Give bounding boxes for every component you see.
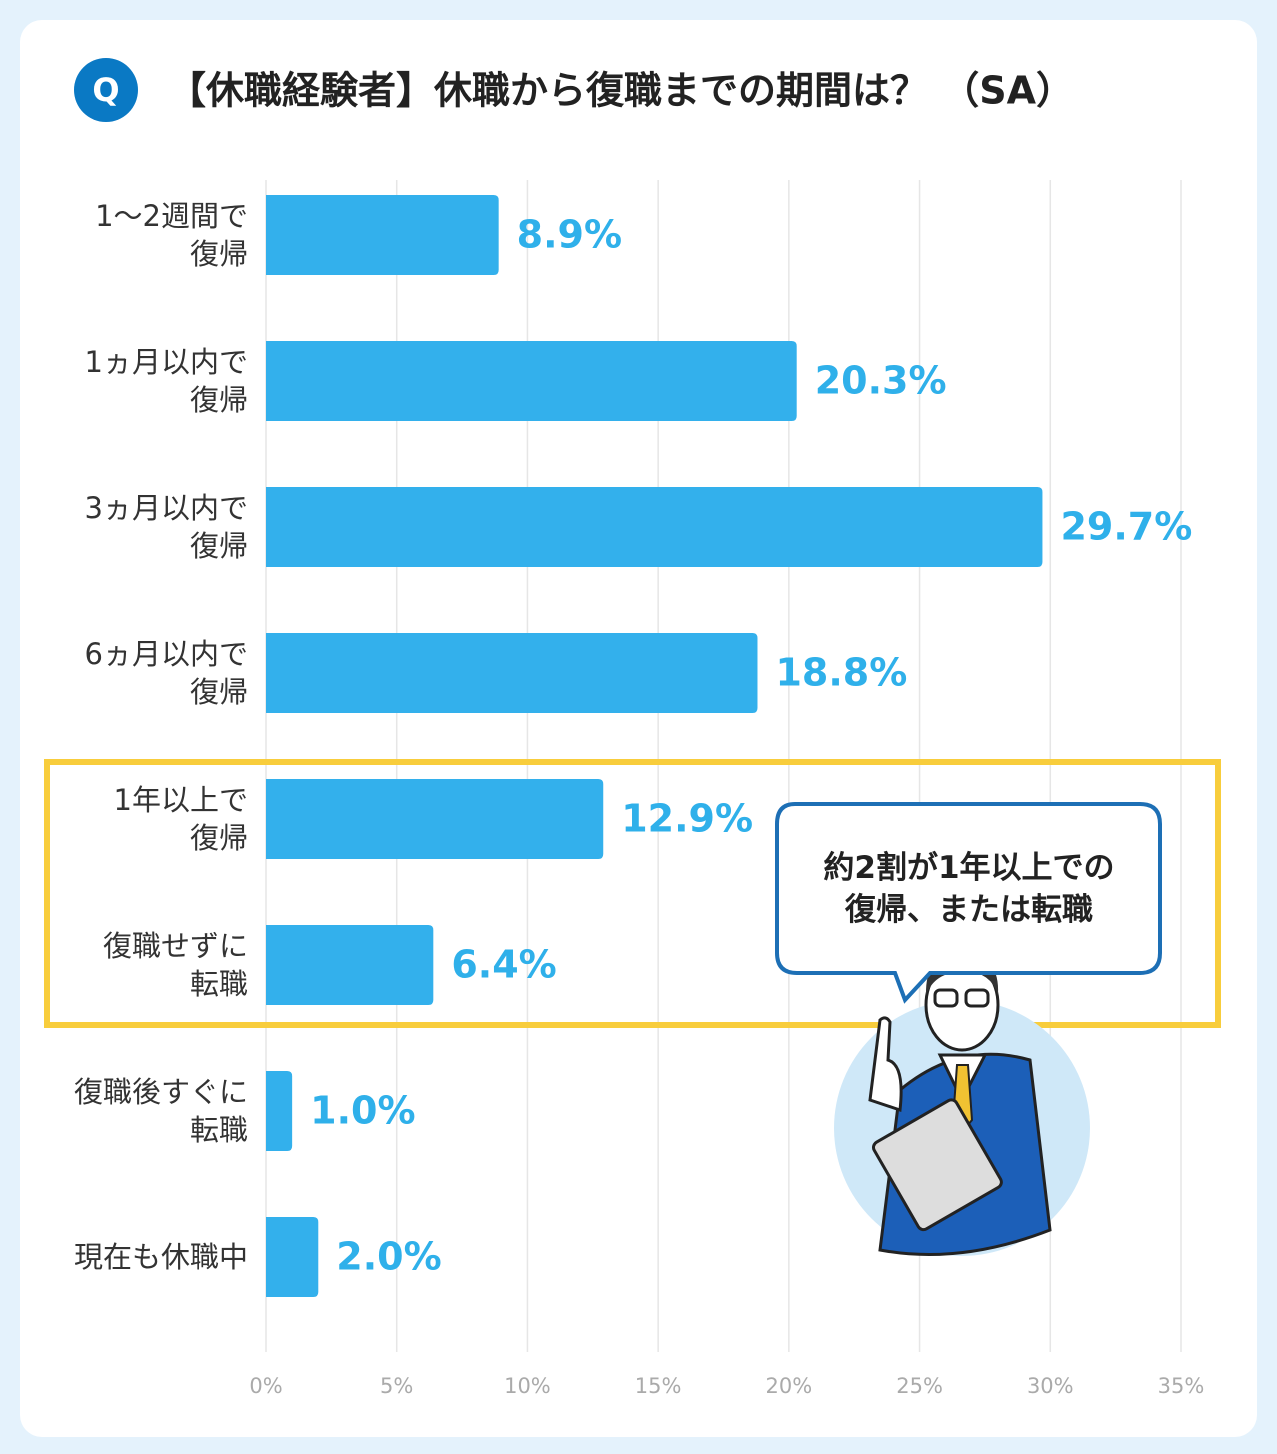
- highlight-box: [44, 759, 1221, 1028]
- x-tick-label: 5%: [380, 1374, 413, 1398]
- category-label: 6ヵ月以内で 復帰: [84, 637, 248, 709]
- category-label: 現在も休職中: [73, 1240, 248, 1274]
- value-label: 2.0%: [336, 1235, 441, 1279]
- category-label: 復職後すぐに 転職: [73, 1075, 248, 1147]
- bar: [266, 779, 604, 859]
- x-tick-label: 30%: [1027, 1374, 1074, 1398]
- hand: [868, 1016, 903, 1113]
- value-label: 18.8%: [775, 651, 907, 695]
- glasses-right: [964, 988, 990, 1008]
- category-label: 復職せずに 転職: [102, 929, 248, 1001]
- badge: Q: [92, 71, 119, 109]
- x-tick-label: 10%: [504, 1374, 551, 1398]
- category-label: 1ヵ月以内で 復帰: [84, 345, 248, 417]
- callout: [775, 802, 1162, 1004]
- bar: [266, 1071, 293, 1151]
- value-label: 1.0%: [310, 1089, 415, 1133]
- x-tick-label: 35%: [1158, 1374, 1205, 1398]
- x-tick-label: 0%: [249, 1374, 282, 1398]
- x-tick-label: 15%: [635, 1374, 682, 1398]
- value-label: 8.9%: [517, 213, 622, 257]
- bar: [266, 925, 434, 1005]
- bar: [266, 195, 499, 275]
- annotation: 約2割が1年以上での 復帰、または転職: [823, 850, 1115, 928]
- category-label: 3ヵ月以内で 復帰: [84, 491, 248, 563]
- bar: [266, 633, 758, 713]
- value-label: 12.9%: [621, 797, 753, 841]
- bar: [266, 487, 1043, 567]
- value-label: 29.7%: [1060, 505, 1192, 549]
- chart-title: 【休職経験者】休職から復職までの期間は？ （SA）: [168, 69, 1074, 113]
- bar: [266, 1217, 319, 1297]
- bar: [266, 341, 797, 421]
- category-label: 1年以上で 復帰: [113, 783, 248, 855]
- value-label: 6.4%: [451, 943, 556, 987]
- glasses-left: [933, 988, 959, 1008]
- x-tick-label: 20%: [766, 1374, 813, 1398]
- x-tick-label: 25%: [896, 1374, 943, 1398]
- value-label: 20.3%: [815, 359, 947, 403]
- clipboard: [871, 1098, 1003, 1232]
- badge-circle: [74, 58, 138, 122]
- illustration: [834, 951, 1090, 1256]
- category-label: 1〜2週間で 復帰: [95, 199, 248, 271]
